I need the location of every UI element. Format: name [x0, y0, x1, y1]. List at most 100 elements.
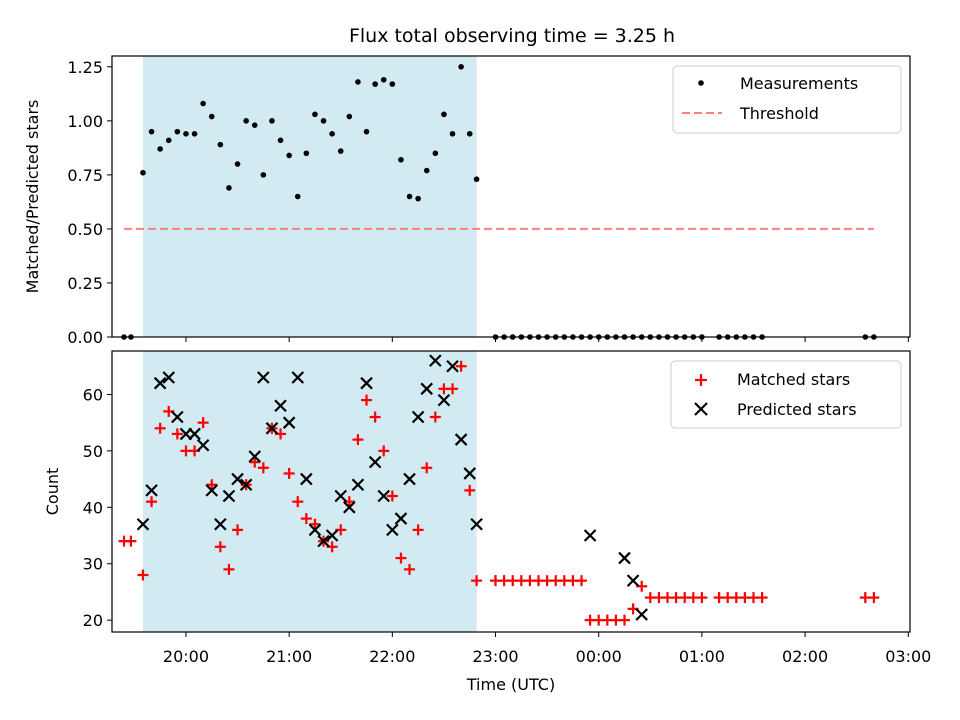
bottom-xtick-label: 01:00 — [679, 647, 725, 666]
measurement-point — [140, 169, 146, 176]
bottom-x-ticks: 20:00 21:00 22:00 23:00 00:00 01:00 02:00 03:00 — [163, 632, 931, 666]
measurement-point — [260, 172, 267, 178]
predicted-star-point — [136, 517, 150, 531]
predicted-star-point — [325, 529, 339, 542]
matched-star-point — [257, 462, 269, 474]
matched-star-point — [576, 575, 588, 587]
measurement-point — [372, 81, 378, 87]
measurement-point — [200, 100, 206, 107]
predicted-star-point — [300, 472, 313, 486]
bottom-xtick-label: 02:00 — [782, 647, 828, 666]
bottom-ytick-label: 30 — [83, 555, 103, 574]
predicted-star-point — [429, 354, 442, 367]
measurement-point — [363, 128, 370, 135]
observing-window-shade-bottom — [142, 351, 477, 632]
predicted-star-point — [248, 450, 262, 463]
predicted-star-point — [618, 551, 631, 565]
top-legend-box — [672, 65, 902, 134]
predicted-star-point — [334, 489, 348, 503]
matched-star-point — [378, 445, 390, 457]
measurement-point — [337, 148, 344, 154]
measurement-point — [441, 111, 447, 118]
predicted-star-point — [265, 422, 279, 435]
top-y-ticks: 0.00 0.25 0.50 0.75 1.00 1.25 — [67, 58, 112, 347]
measurement-point — [174, 128, 181, 135]
predicted-star-point — [386, 523, 399, 537]
predicted-star-point — [437, 393, 451, 407]
top-ytick-label: 1.25 — [67, 58, 103, 77]
predicted-star-point — [171, 410, 184, 424]
matched-star-point — [395, 552, 407, 564]
matched-star-point — [361, 394, 373, 406]
matched-star-point — [421, 462, 433, 474]
top-ytick-label: 0.50 — [67, 220, 103, 239]
predicted-star-point — [368, 455, 382, 469]
measurement-point — [389, 81, 396, 87]
predicted-star-point — [470, 517, 483, 531]
matched-star-point — [352, 434, 364, 446]
predicted-star-point — [162, 371, 176, 384]
measurement-point — [165, 137, 172, 144]
predicted-star-point — [583, 529, 597, 542]
matched-star-point — [455, 360, 467, 372]
legend-threshold-label: Threshold — [739, 104, 819, 123]
predicted-star-point — [239, 478, 253, 492]
predicted-star-point — [446, 359, 459, 373]
matched-star-point — [197, 417, 209, 429]
predicted-star-point — [463, 467, 477, 480]
measurement-point — [329, 131, 335, 137]
measurement-point — [226, 185, 232, 191]
measurement-point — [303, 150, 310, 157]
legend-measurements-label: Measurements — [740, 74, 858, 93]
matched-star-point — [868, 592, 880, 604]
bottom-ytick-label: 50 — [83, 442, 103, 461]
predicted-star-point — [291, 371, 305, 384]
top-y-axis-label: Matched/Predicted stars — [23, 100, 42, 294]
matched-star-point — [309, 518, 321, 530]
top-ytick-label: 1.00 — [67, 112, 103, 131]
matched-star-point — [471, 575, 483, 587]
measurement-point — [251, 122, 258, 128]
matched-stars-points — [118, 360, 880, 626]
measurement-point — [415, 195, 421, 202]
measurement-point — [234, 161, 241, 167]
measurement-point — [312, 111, 318, 118]
predicted-stars-points — [136, 354, 648, 621]
x-axis-label: Time (UTC) — [466, 675, 555, 694]
bottom-xtick-label: 00:00 — [576, 647, 622, 666]
measurement-point — [286, 152, 292, 159]
measurement-point — [294, 193, 301, 200]
predicted-star-point — [343, 501, 356, 514]
matched-star-point — [146, 496, 158, 508]
bottom-xtick-label: 21:00 — [266, 647, 312, 666]
bottom-xtick-label: 20:00 — [163, 647, 209, 666]
measurement-point — [458, 64, 464, 70]
measurement-point — [466, 131, 473, 137]
predicted-star-point — [377, 489, 391, 503]
matched-star-point — [283, 467, 295, 479]
predicted-star-point — [626, 574, 640, 587]
measurement-point — [157, 146, 163, 152]
measurement-point — [355, 79, 361, 85]
top-plot-frame — [111, 55, 911, 338]
predicted-star-point — [317, 534, 330, 548]
matched-star-point — [429, 411, 441, 423]
predicted-star-point — [360, 376, 373, 390]
matched-star-point — [412, 524, 424, 536]
bottom-xtick-label: 23:00 — [472, 647, 518, 666]
predicted-star-point — [454, 433, 468, 446]
matched-star-point — [232, 524, 244, 536]
matched-star-point — [619, 614, 631, 626]
predicted-star-point — [411, 410, 425, 424]
measurement-point — [406, 193, 413, 200]
predicted-star-point — [394, 512, 408, 525]
legend-predicted-label: Predicted stars — [737, 400, 857, 419]
matched-star-point — [223, 563, 235, 575]
matched-star-point — [300, 513, 312, 525]
measurement-point — [346, 113, 353, 120]
predicted-star-point — [274, 399, 287, 413]
predicted-star-point — [205, 484, 219, 497]
bottom-y-ticks: 20 30 40 50 60 — [83, 385, 112, 630]
predicted-star-point — [257, 371, 270, 384]
